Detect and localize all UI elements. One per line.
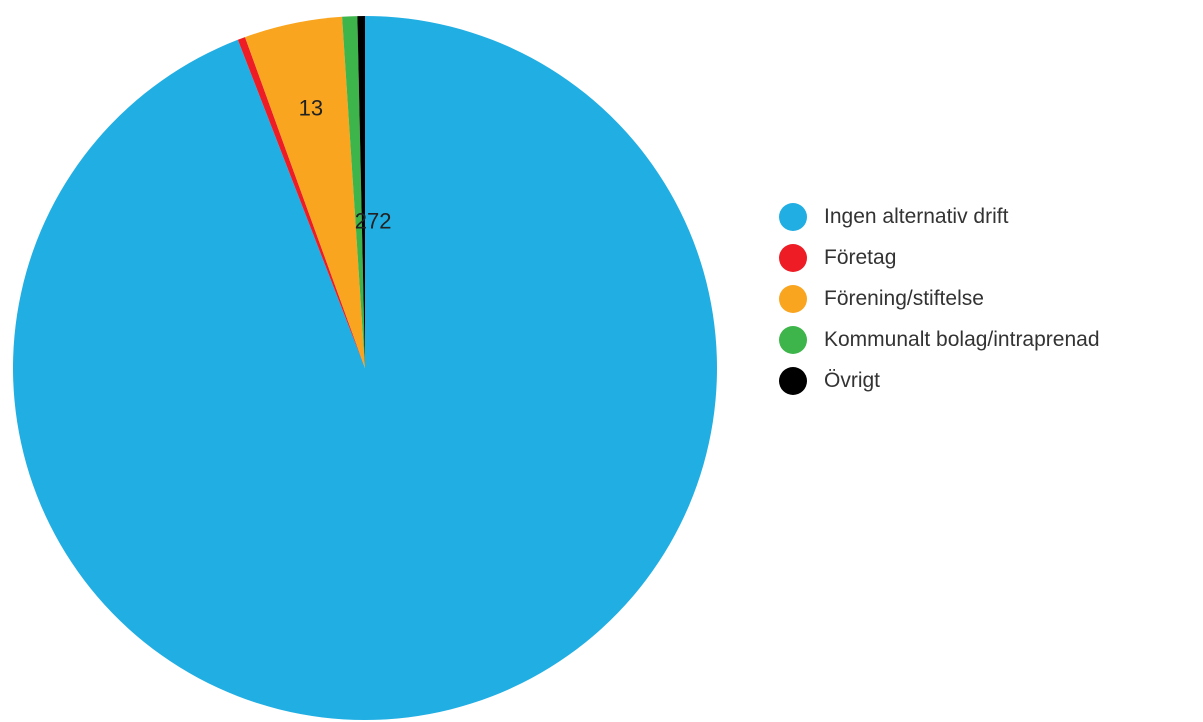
- legend-swatch: [779, 366, 807, 395]
- legend-swatch: [779, 284, 807, 313]
- pie-slice-3: [342, 16, 365, 369]
- legend-item-4: Övrigt: [779, 360, 1100, 401]
- legend-label: Kommunalt bolag/intraprenad: [824, 327, 1100, 351]
- legend-label: Ingen alternativ drift: [824, 204, 1009, 228]
- pie-slice-4: [357, 15, 365, 369]
- legend-label: Förening/stiftelse: [824, 286, 984, 310]
- legend-swatch: [779, 202, 807, 231]
- pie-slice-0: [12, 16, 717, 720]
- pie-data-labels: 272 13: [299, 95, 392, 233]
- legend-item-0: Ingen alternativ drift: [779, 196, 1100, 237]
- legend-item-1: Företag: [779, 237, 1100, 278]
- legend-swatch: [779, 243, 807, 272]
- legend-label: Företag: [824, 245, 897, 269]
- legend-item-3: Kommunalt bolag/intraprenad: [779, 319, 1100, 360]
- pie-slice-1: [237, 37, 365, 368]
- pie-data-label-2: 13: [299, 95, 323, 120]
- pie-slices: [12, 15, 717, 720]
- legend-label: Övrigt: [824, 368, 881, 392]
- legend-item-2: Förening/stiftelse: [779, 278, 1100, 319]
- pie-data-label-0: 272: [355, 209, 392, 234]
- legend-swatch: [779, 325, 807, 354]
- pie-slice-2: [245, 16, 365, 368]
- chart-legend: Ingen alternativ drift Företag Förening/st…: [779, 196, 1100, 401]
